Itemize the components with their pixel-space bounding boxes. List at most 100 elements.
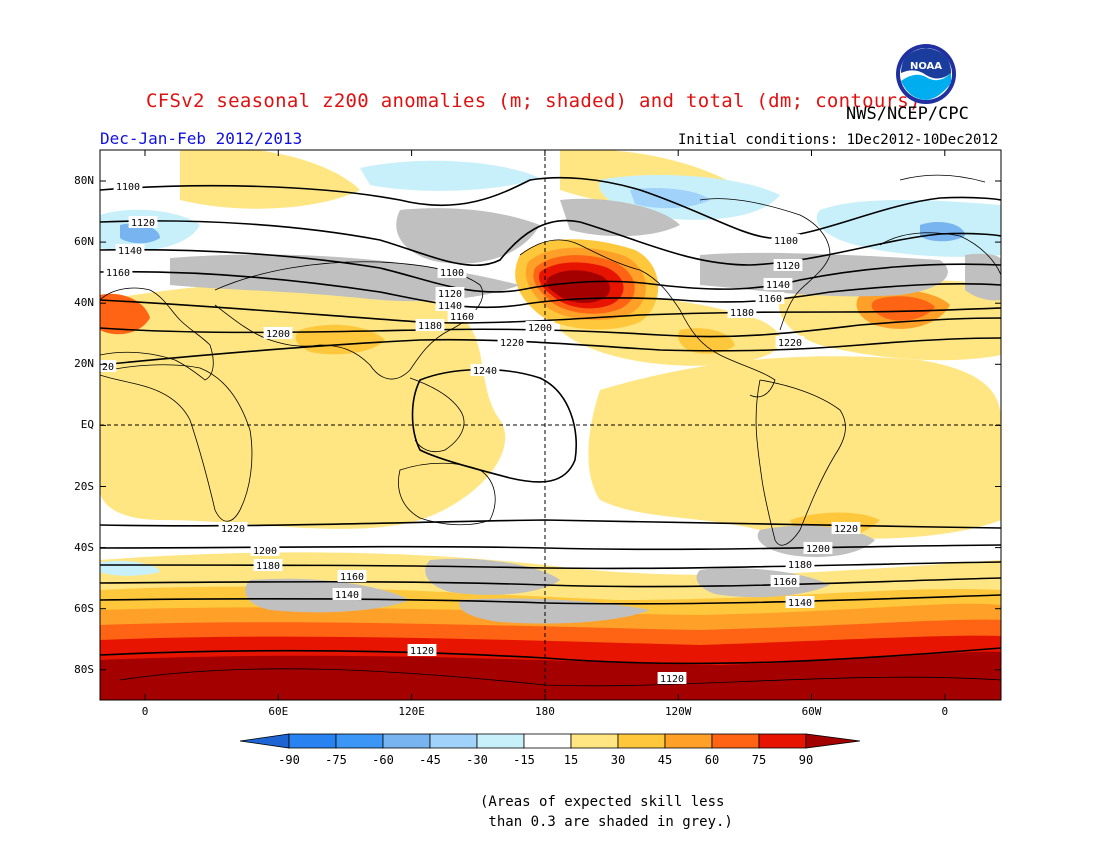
colorbar-segment: [711, 733, 760, 749]
contour-label-bg: [831, 522, 861, 534]
coast-greenland: [899, 174, 986, 183]
noaa-logo-text: NOAA: [910, 61, 942, 72]
contour-1180-south: [100, 561, 1001, 570]
lat-label: EQ: [80, 418, 94, 432]
contour-label-bg: [803, 542, 833, 554]
contour-label-bg: [332, 588, 362, 600]
coast-australia: [398, 462, 496, 526]
contour-label: 20: [102, 362, 114, 373]
shade-tropics-east: [588, 356, 1001, 539]
contour-label: 1220: [221, 524, 245, 535]
shade-grey-siberia: [396, 208, 540, 264]
axis-ticks: [100, 150, 1001, 700]
contour-label: 1140: [788, 598, 812, 609]
colorbar-segment: [664, 733, 713, 749]
agency-label: NWS/NCEP/CPC: [846, 104, 969, 124]
contour-label-bg: [727, 306, 757, 318]
anomaly-shading: [100, 150, 1001, 700]
colorbar-segment: [617, 733, 666, 749]
lat-label: 40N: [74, 296, 94, 310]
contour-label: 1100: [440, 268, 464, 279]
contour-label: 1200: [806, 544, 830, 555]
colorbar-label: 90: [798, 753, 814, 767]
lon-label: 120W: [664, 705, 692, 718]
colorbar-arrow-right: [805, 733, 861, 749]
contour-label: 1160: [340, 572, 364, 583]
contour-label-bg: [525, 321, 555, 333]
colorbar-label: 15: [563, 753, 579, 767]
shade-grey-s-pacific-2: [459, 598, 650, 624]
contour-label: 1140: [335, 590, 359, 601]
shade-arctic-blue-1: [360, 160, 540, 191]
contour-1100: [100, 176, 1001, 239]
contour-label-bg: [470, 364, 500, 376]
noaa-logo: NOAA: [896, 44, 956, 104]
colorbar-label: 30: [610, 753, 626, 767]
shade-arctic-blue-6: [120, 223, 160, 244]
initial-conditions: Initial conditions: 1Dec2012-10Dec2012: [678, 132, 999, 148]
colorbar-segment: [758, 733, 807, 749]
contour-label: 1180: [418, 321, 442, 332]
contour-label: 1240: [473, 366, 497, 377]
contour-label-bg: [103, 266, 133, 278]
contour-label: 1180: [256, 561, 280, 572]
shade-arctic-blue-7: [920, 222, 965, 242]
contour-label-bg: [657, 672, 687, 684]
contour-label: 1200: [253, 546, 277, 557]
colorbar-segment: [288, 733, 337, 749]
contour-label: 1140: [766, 280, 790, 291]
colorbar-label: 75: [751, 753, 767, 767]
contour-1160: [100, 270, 1001, 309]
contour-label-bg: [115, 244, 145, 256]
lon-label: 0: [941, 705, 949, 718]
colorbar-segment: [476, 733, 525, 749]
figure-title: CFSv2 seasonal z200 anomalies (m; shaded…: [146, 90, 921, 112]
contour-1180: [100, 299, 1001, 324]
shade-mexico-orange: [678, 328, 735, 354]
contour-label-bg: [497, 336, 527, 348]
contour-1120: [100, 219, 1001, 267]
contour-1240: [411, 368, 578, 483]
shade-npac-90: [546, 270, 611, 303]
colorbar-label: -90: [278, 753, 300, 767]
lat-label: 20S: [74, 479, 94, 493]
contour-label: 1160: [773, 577, 797, 588]
contour-label-bg: [100, 360, 117, 372]
contour-1140-south: [100, 594, 1001, 605]
colorbar-label: -15: [513, 753, 535, 767]
lon-label: 60E: [268, 705, 289, 718]
shade-grey-s-indian: [245, 578, 410, 613]
shade-atlantic-red: [871, 296, 935, 321]
contour-label-bg: [437, 266, 467, 278]
colorbar-segment: [429, 733, 478, 749]
contour-label: 1160: [758, 294, 782, 305]
contour-label-bg: [755, 292, 785, 304]
contour-1200-south: [100, 544, 1001, 551]
contour-label-bg: [263, 327, 293, 339]
contour-label: 1180: [788, 560, 812, 571]
contour-label-bg: [250, 544, 280, 556]
colorbar-label: 45: [657, 753, 673, 767]
contour-1220: [100, 337, 1001, 366]
contour-labels: 1100112011401160118012001220124011001120…: [100, 180, 861, 685]
lat-label: 60N: [74, 235, 94, 249]
contour-label: 1200: [528, 323, 552, 334]
colorbar-segment: [382, 733, 431, 749]
contour-label: 1100: [116, 182, 140, 193]
coast-europe-med: [100, 287, 214, 381]
shade-atlantic-west-red: [100, 293, 150, 335]
lon-label: 120E: [398, 705, 425, 718]
coast-africa: [100, 364, 253, 522]
lat-label: 80S: [74, 662, 94, 676]
colorbar: [239, 733, 861, 749]
lon-label: 180: [534, 705, 555, 718]
colorbar-label: -75: [325, 753, 347, 767]
shade-grey-atlantic: [965, 253, 1001, 301]
coast-asia: [214, 261, 483, 380]
colorbar-label: -60: [372, 753, 394, 767]
lon-label: 0: [141, 705, 149, 718]
contour-label-bg: [407, 644, 437, 656]
coast-north-america-west: [519, 239, 776, 398]
contour-label-bg: [771, 234, 801, 246]
